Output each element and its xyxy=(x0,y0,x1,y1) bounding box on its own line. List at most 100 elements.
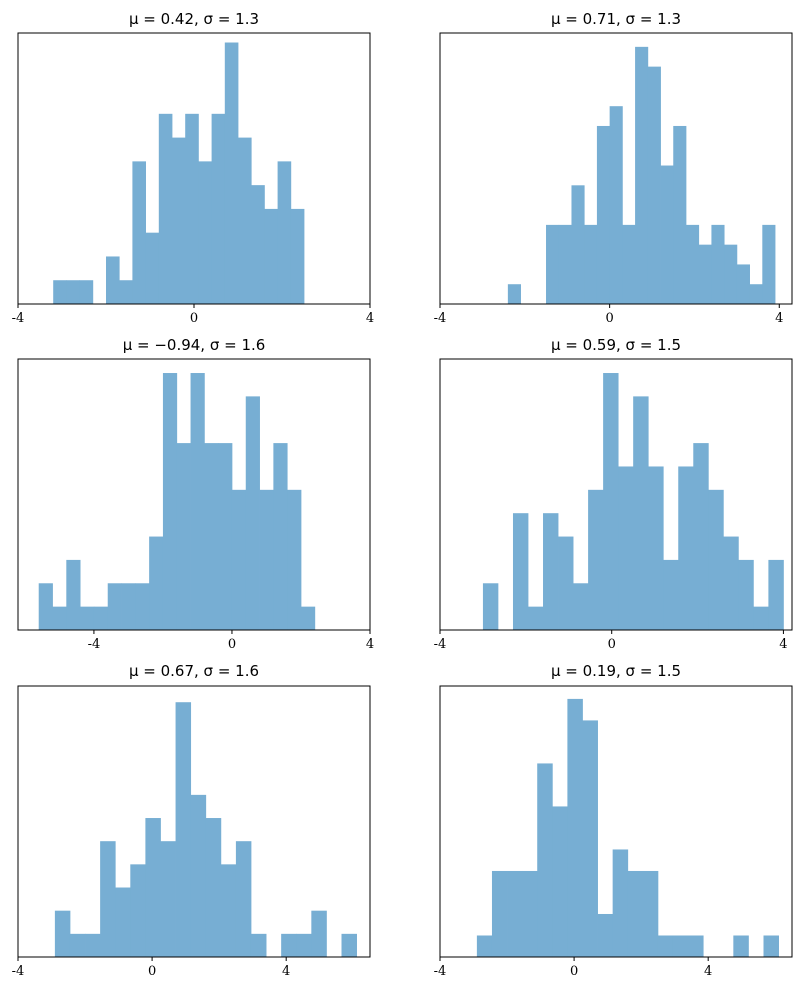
histogram-bar xyxy=(537,763,553,957)
histogram-bar xyxy=(204,443,219,630)
histogram-bar xyxy=(648,466,664,630)
histogram-bar xyxy=(135,583,150,630)
histogram-bar xyxy=(622,224,636,304)
histogram-bar xyxy=(584,224,598,304)
panel-title: μ = −0.94, σ = 1.6 xyxy=(123,336,266,354)
panel-title: μ = 0.19, σ = 1.5 xyxy=(551,662,681,680)
histogram-bar xyxy=(250,933,267,957)
histogram-bar xyxy=(588,489,604,630)
histogram-bar xyxy=(552,806,568,957)
histogram-bar xyxy=(176,443,191,630)
histogram-bar xyxy=(512,513,529,630)
histogram-bar xyxy=(93,606,109,630)
bars xyxy=(38,373,316,630)
x-tick-label: 0 xyxy=(570,964,578,979)
histogram-bar xyxy=(79,280,94,304)
panel-title: μ = 0.71, σ = 1.3 xyxy=(551,10,681,28)
histogram-bar xyxy=(238,137,252,304)
histogram-bar xyxy=(290,208,305,304)
histogram-bar xyxy=(698,244,712,304)
histogram-bar xyxy=(749,284,763,304)
histogram-bar xyxy=(546,224,560,304)
histogram-panel-3: μ = −0.94, σ = 1.6 -4 0 4 xyxy=(17,336,374,652)
x-tick-label: 0 xyxy=(190,311,198,326)
histogram-bar xyxy=(688,935,704,957)
histogram-bar xyxy=(762,224,776,304)
histogram-bar xyxy=(612,849,629,957)
histogram-bar xyxy=(736,264,750,304)
histogram-bar xyxy=(609,106,623,304)
histogram-bar xyxy=(264,208,278,304)
histogram-bar xyxy=(635,46,649,304)
histogram-bar xyxy=(52,606,67,630)
histogram-bar xyxy=(708,489,724,630)
histogram-bar xyxy=(657,935,674,957)
x-tick-label: 4 xyxy=(366,637,374,652)
histogram-bar xyxy=(300,606,316,630)
histogram-bar xyxy=(672,935,689,957)
histogram-bar xyxy=(678,466,694,630)
histogram-bar xyxy=(642,870,659,957)
histogram-bar xyxy=(558,224,572,304)
histogram-bar xyxy=(685,224,700,304)
histogram-bar xyxy=(259,489,274,630)
x-tick-label: 0 xyxy=(605,311,613,326)
histogram-bar xyxy=(491,870,508,957)
histogram-bar xyxy=(132,161,146,304)
histogram-bar xyxy=(507,284,521,304)
histogram-bar xyxy=(603,373,619,630)
x-tick-label: 0 xyxy=(228,637,236,652)
x-ticks: -4 0 4 xyxy=(434,630,788,652)
x-tick-label: 4 xyxy=(704,964,712,979)
histogram-bar xyxy=(218,443,233,630)
histogram-bar xyxy=(211,113,226,304)
histogram-bar xyxy=(185,113,199,304)
histogram-bar xyxy=(618,466,634,630)
bars xyxy=(507,46,776,304)
histogram-bar xyxy=(160,841,176,957)
histogram-bar xyxy=(723,536,739,630)
histogram-bar xyxy=(190,373,205,630)
histogram-bar xyxy=(571,185,585,304)
histogram-bar xyxy=(711,224,725,304)
histogram-bar xyxy=(130,864,146,957)
histogram-bar xyxy=(69,933,86,957)
histogram-bar xyxy=(115,887,131,957)
histogram-bar xyxy=(596,125,611,304)
histogram-bar xyxy=(172,137,186,304)
histogram-bar xyxy=(296,933,312,957)
x-tick-label: -4 xyxy=(12,311,25,326)
x-ticks: -4 0 4 xyxy=(88,630,374,652)
histogram-bar xyxy=(763,935,779,957)
histogram-bar xyxy=(231,489,247,630)
histogram-bar xyxy=(738,559,754,630)
x-tick-label: 0 xyxy=(148,964,156,979)
histogram-bar xyxy=(482,583,499,630)
histogram-bar xyxy=(107,583,122,630)
histogram-panel-4: μ = 0.59, σ = 1.5 -4 0 4 xyxy=(434,336,793,652)
histogram-bar xyxy=(273,443,288,630)
plot-frame xyxy=(17,685,371,958)
histogram-bar xyxy=(567,698,583,957)
histogram-bar xyxy=(66,559,81,630)
histogram-bar xyxy=(100,841,116,957)
histogram-bar xyxy=(733,935,749,957)
histogram-bar xyxy=(198,161,212,304)
histogram-bar xyxy=(693,443,709,630)
x-tick-label: 4 xyxy=(282,964,290,979)
histogram-bar xyxy=(277,161,292,304)
panel-title: μ = 0.59, σ = 1.5 xyxy=(551,336,681,354)
histogram-bar xyxy=(190,794,207,957)
histogram-bar xyxy=(673,125,687,304)
histogram-bar xyxy=(235,841,252,957)
bars xyxy=(54,702,357,957)
histogram-bar xyxy=(106,256,120,304)
panel-title: μ = 0.42, σ = 1.3 xyxy=(129,10,259,28)
histogram-bar xyxy=(121,583,136,630)
x-tick-label: -4 xyxy=(12,964,25,979)
x-tick-label: -4 xyxy=(434,964,447,979)
plot-frame xyxy=(17,358,371,631)
histogram-bar xyxy=(724,244,738,304)
x-ticks: -4 0 4 xyxy=(434,957,712,979)
histogram-bar xyxy=(175,702,192,957)
